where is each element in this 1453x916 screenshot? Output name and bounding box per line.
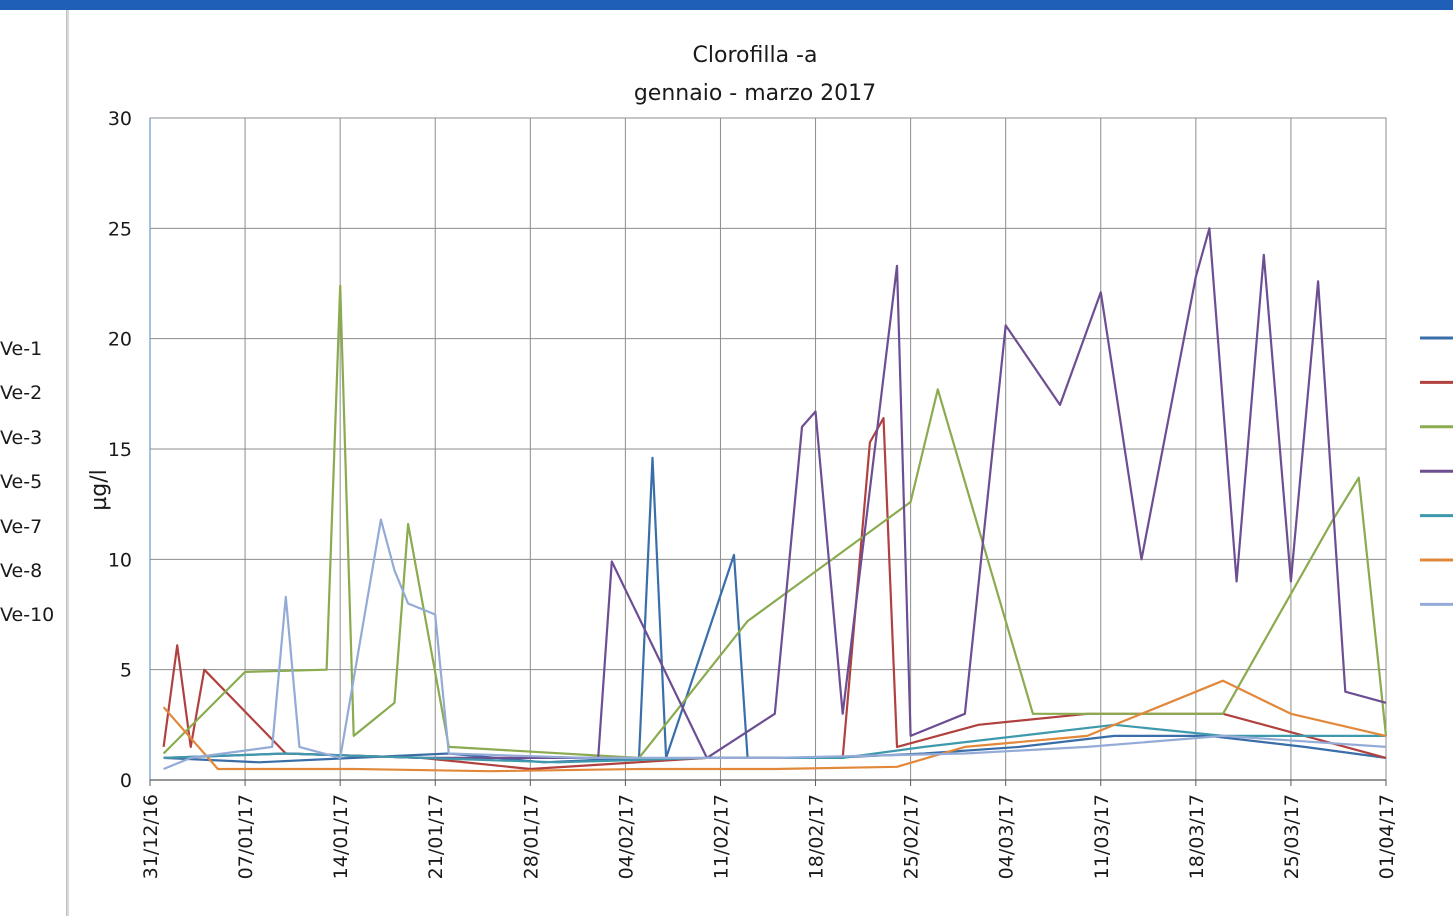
x-tick-label: 11/03/17 bbox=[1091, 794, 1113, 879]
x-tick-label: 21/01/17 bbox=[425, 794, 447, 879]
y-tick-label: 0 bbox=[120, 770, 132, 792]
series-line-ve-1 bbox=[163, 456, 1387, 764]
x-tick-label: 01/04/17 bbox=[1376, 794, 1398, 879]
y-tick-label: 5 bbox=[120, 660, 132, 682]
left-legend-label-ve-1: Ve-1 bbox=[0, 338, 43, 360]
left-panel: Ve-1 Ve-2 Ve-3 Ve-5 Ve-7 Ve-8 Ve-10 bbox=[0, 10, 67, 916]
series-line-ve-7 bbox=[163, 723, 1386, 764]
x-tick-label: 28/01/17 bbox=[520, 794, 542, 879]
x-tick-label: 25/03/17 bbox=[1281, 794, 1303, 879]
top-bar bbox=[0, 0, 1453, 10]
x-tick-label: 18/02/17 bbox=[806, 794, 828, 879]
y-tick-label: 10 bbox=[108, 549, 132, 571]
left-legend-label-ve-3: Ve-3 bbox=[0, 426, 43, 449]
left-legend-label-ve-2: Ve-2 bbox=[0, 382, 43, 405]
left-legend: Ve-1 Ve-2 Ve-3 Ve-5 Ve-7 Ve-8 Ve-10 bbox=[0, 336, 64, 647]
x-tick-label: 18/03/17 bbox=[1186, 794, 1208, 879]
x-tick-label: 07/01/17 bbox=[235, 794, 257, 879]
left-legend-label-ve-10: Ve-10 bbox=[0, 604, 55, 627]
series-line-ve-10 bbox=[163, 518, 1387, 771]
x-tick-label: 25/02/17 bbox=[901, 794, 923, 879]
chart-area: Clorofilla -a gennaio - marzo 2017 µg/l … bbox=[72, 10, 1453, 916]
y-tick-label: 15 bbox=[108, 439, 132, 461]
series-line-ve-3 bbox=[162, 284, 1388, 760]
left-legend-label-ve-5: Ve-5 bbox=[0, 471, 43, 494]
x-tick-label: 14/01/17 bbox=[330, 794, 352, 879]
series-line-ve-8 bbox=[162, 679, 1387, 773]
x-tick-label: 04/02/17 bbox=[615, 794, 637, 879]
chart-title: Clorofilla -a bbox=[693, 43, 818, 68]
left-legend-label-ve-7: Ve-7 bbox=[0, 515, 43, 538]
x-tick-label: 31/12/16 bbox=[140, 794, 162, 879]
y-tick-label: 30 bbox=[108, 108, 132, 130]
series-line-ve-5 bbox=[163, 227, 1387, 760]
y-tick-label: 25 bbox=[108, 218, 132, 240]
y-tick-label: 20 bbox=[108, 329, 132, 351]
chlorophyll-line-chart: Clorofilla -a gennaio - marzo 2017 µg/l … bbox=[87, 43, 1453, 879]
x-tick-label: 04/03/17 bbox=[996, 794, 1018, 879]
y-axis-label: µg/l bbox=[87, 469, 112, 511]
x-tick-label: 11/02/17 bbox=[710, 794, 732, 879]
chart-subtitle: gennaio - marzo 2017 bbox=[634, 81, 876, 106]
left-legend-label-ve-8: Ve-8 bbox=[0, 559, 43, 582]
